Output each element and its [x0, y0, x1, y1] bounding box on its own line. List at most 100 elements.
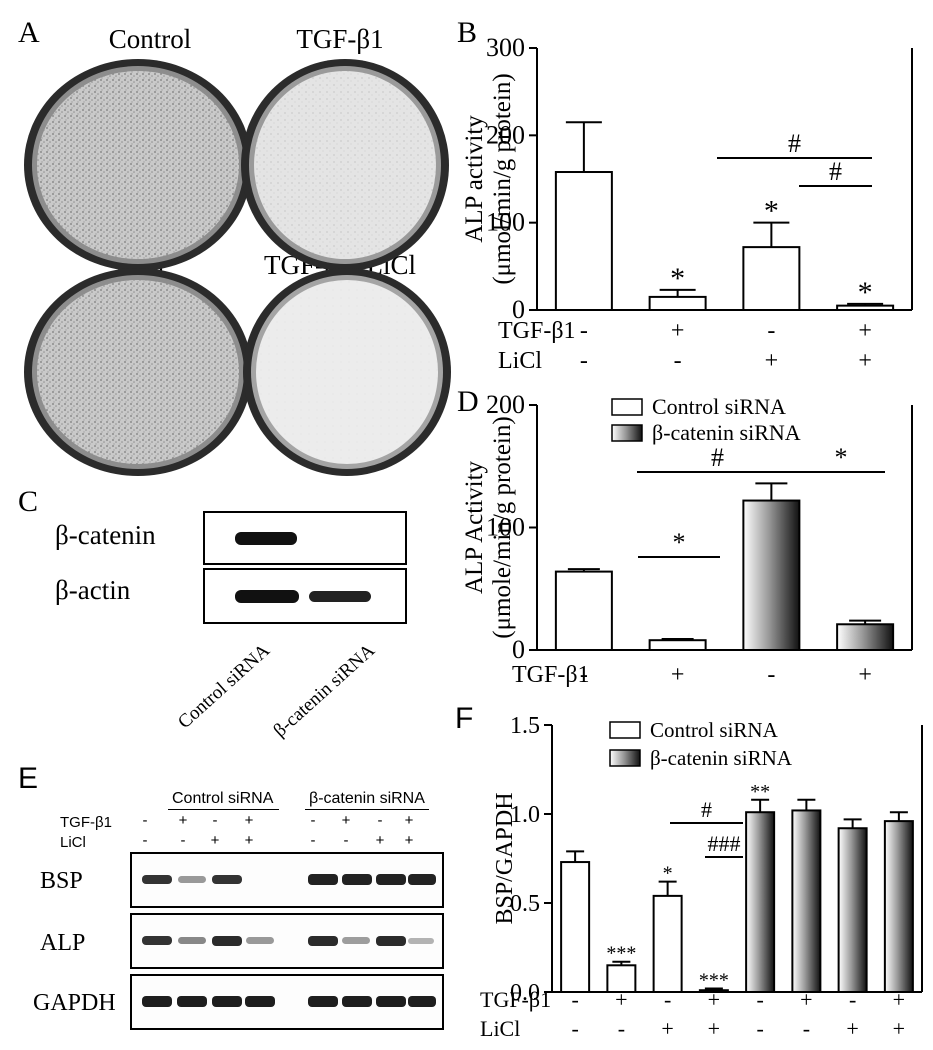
condition-sign: + — [858, 662, 872, 688]
y-tick-label: 0.0 — [510, 980, 540, 1006]
gel-sign-licl: - — [310, 832, 316, 849]
panel-e-label: E — [18, 762, 39, 795]
comparison-mark: # — [788, 129, 801, 158]
panel-d-label: D — [457, 385, 479, 418]
dish-control — [24, 59, 252, 271]
gel-group-beta-catenin: β-catenin siRNA — [305, 790, 429, 810]
y-tick-label: 0 — [512, 295, 525, 324]
condition-sign: - — [756, 1016, 763, 1041]
condition-label: LiCl — [480, 1016, 520, 1041]
significance-mark: * — [764, 195, 779, 228]
blot-strip-beta-actin — [203, 568, 407, 624]
y-axis-label: BSP/GAPDH — [492, 792, 518, 924]
gel-group-control: Control siRNA — [168, 790, 280, 810]
gel-label-alp: ALP — [40, 930, 86, 956]
legend-label: β-catenin siRNA — [652, 420, 801, 445]
y-tick-label: 0.5 — [510, 891, 540, 917]
band — [235, 532, 297, 545]
gel-strip-alp — [130, 913, 444, 969]
condition-sign: - — [580, 318, 588, 344]
y-tick-label: 1.5 — [510, 713, 540, 739]
gel-row-tgf: TGF-β1 — [60, 814, 112, 831]
condition-sign: - — [803, 1016, 810, 1041]
legend-swatch — [609, 721, 641, 739]
band — [235, 590, 299, 603]
blot-label-beta-actin: β-actin — [55, 575, 131, 605]
y-axis-unit: (μmol/min/g protein) — [489, 73, 516, 284]
panel-f-label: F — [455, 702, 474, 735]
gel-sign-licl: + — [210, 832, 220, 849]
bar — [554, 171, 613, 311]
blot-label-beta-catenin: β-catenin — [55, 520, 156, 550]
significance-mark: * — [858, 276, 873, 309]
condition-sign: - — [767, 318, 775, 344]
panel-a-label: A — [18, 16, 40, 49]
legend-swatch — [609, 749, 641, 767]
panel-b-label: B — [457, 16, 478, 49]
significance-mark: * — [670, 262, 685, 295]
condition-label: TGF-β1 — [512, 662, 590, 688]
condition-sign: - — [580, 662, 588, 688]
y-axis-unit: (μmole/min/g protein) — [489, 416, 516, 638]
gel-sign-licl: - — [142, 832, 148, 849]
condition-sign: - — [756, 987, 763, 1012]
condition-sign: - — [674, 348, 682, 374]
gel-label-gapdh: GAPDH — [33, 990, 116, 1016]
gel-sign-tgf: - — [377, 812, 383, 829]
gel-strip-bsp — [130, 852, 444, 908]
condition-label: TGF-β1 — [498, 318, 576, 344]
condition-sign: - — [571, 1016, 578, 1041]
bar — [745, 811, 776, 993]
gel-label-bsp: BSP — [40, 868, 83, 894]
gel-sign-tgf: + — [404, 812, 414, 829]
legend-swatch — [611, 398, 643, 416]
gel-sign-licl: + — [244, 832, 254, 849]
condition-sign: - — [618, 1016, 625, 1041]
gel-sign-licl: + — [375, 832, 385, 849]
y-tick-label: 200 — [486, 390, 525, 419]
bar — [606, 964, 637, 993]
gel-sign-licl: - — [180, 832, 186, 849]
condition-sign: + — [661, 1016, 673, 1041]
significance-mark: * — [663, 863, 673, 885]
bar — [883, 820, 914, 994]
condition-sign: + — [893, 987, 905, 1012]
chart-d: 0 100 200 ALP Activity (μmole/min/g protein)… — [461, 390, 913, 688]
bar — [648, 639, 707, 651]
legend-label: Control siRNA — [652, 394, 786, 419]
y-tick-label: 300 — [486, 33, 525, 62]
bar — [742, 246, 801, 311]
gel-sign-tgf: + — [178, 812, 188, 829]
bar — [648, 295, 707, 311]
comparison-mark: # — [701, 797, 712, 822]
y-tick-label: 1.0 — [510, 802, 540, 828]
band — [309, 591, 371, 602]
gel-sign-tgf: + — [244, 812, 254, 829]
chart-b: 0 100 200 300 ALP activity (μmol/min/g protei… — [461, 33, 913, 374]
condition-label: TGF-β1 — [480, 987, 551, 1012]
comparison-mark: * — [673, 528, 686, 557]
dish-licl — [24, 268, 252, 476]
bar — [837, 827, 868, 993]
comparison-mark: * — [835, 443, 848, 472]
legend-swatch — [611, 424, 643, 442]
condition-sign: + — [858, 318, 872, 344]
legend-label: Control siRNA — [650, 718, 779, 742]
y-tick-label: 100 — [486, 208, 525, 237]
condition-sign: - — [664, 987, 671, 1012]
bar — [836, 623, 895, 651]
panel-c-label: C — [18, 485, 39, 518]
condition-sign: - — [571, 987, 578, 1012]
significance-mark: *** — [606, 943, 636, 965]
y-axis-label: ALP activity — [461, 115, 488, 243]
bar — [652, 894, 683, 994]
significance-mark: *** — [699, 969, 729, 991]
condition-sign: + — [708, 1016, 720, 1041]
condition-label: LiCl — [498, 348, 542, 374]
chart-f: 0.00.51.01.5BSP/GAPDH*********####TGF-β1… — [480, 713, 923, 1041]
condition-sign: + — [800, 987, 812, 1012]
bar — [791, 809, 822, 993]
comparison-mark: ### — [708, 831, 741, 856]
condition-sign: + — [893, 1016, 905, 1041]
gel-row-licl: LiCl — [60, 834, 86, 851]
